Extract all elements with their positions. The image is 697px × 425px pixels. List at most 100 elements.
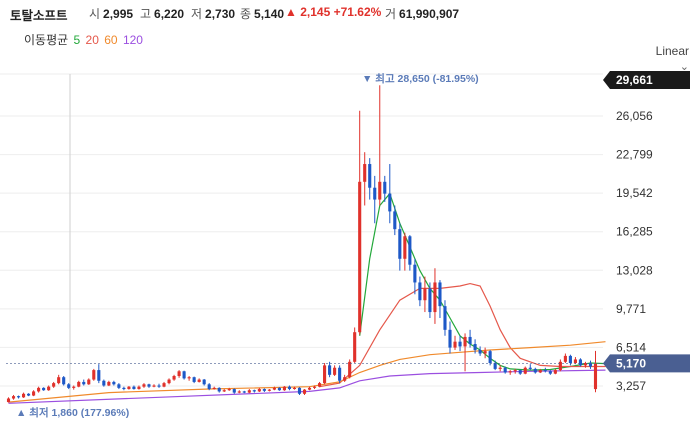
candle [137, 385, 141, 390]
candle [368, 158, 372, 200]
candle-body [82, 381, 86, 385]
change-info: ▲ 2,145 +71.62% [285, 5, 382, 19]
candle-body [22, 393, 26, 398]
candle-body [558, 361, 562, 371]
candle-body [428, 288, 432, 313]
candle-body [97, 370, 101, 381]
candle [558, 359, 562, 372]
candle [67, 383, 71, 390]
candle-body [72, 386, 76, 388]
candle-body [307, 387, 312, 390]
candle-body [132, 386, 136, 390]
candle-body [543, 370, 547, 372]
candle [393, 205, 397, 236]
candle [267, 389, 271, 392]
candle-body [57, 377, 61, 384]
candle [22, 392, 26, 398]
candle [573, 357, 577, 365]
candle-body [483, 351, 487, 354]
candle [423, 276, 427, 313]
candle-body [478, 349, 482, 354]
candle-body [353, 332, 357, 362]
candle-body [488, 351, 492, 363]
candle-body [568, 355, 572, 363]
ma-legend-label: 이동평균 [24, 33, 69, 47]
candle-body [42, 387, 46, 391]
candle [252, 389, 256, 393]
ma-legend-60[interactable]: 60 [104, 33, 118, 47]
candle [348, 359, 352, 379]
candle-body [107, 381, 111, 386]
candle-body [433, 282, 437, 313]
candle-body [463, 336, 467, 347]
candle-body [318, 383, 322, 387]
ma-line-20 [319, 282, 606, 388]
candle [207, 383, 211, 391]
y-tick-label: 6,514 [616, 340, 646, 354]
high-annotation: ▼ 최고 28,650 (-81.95%) [362, 72, 479, 85]
candle [433, 268, 437, 324]
candle [378, 85, 382, 206]
volume: 거 61,990,907 [385, 7, 460, 21]
candle-body [102, 380, 106, 386]
candle [578, 358, 582, 367]
candle-body [383, 181, 387, 194]
scale-toggle-button[interactable]: Linear ⌄ [656, 44, 689, 73]
candle [47, 385, 51, 391]
candle-body [398, 229, 402, 259]
moving-average-legend: 이동평균 5 20 60 120 [24, 31, 145, 48]
current-price-label: 5,170 [616, 356, 646, 370]
candle-body [212, 387, 216, 390]
candle-body [583, 362, 588, 366]
candle [388, 164, 392, 224]
candle [483, 347, 487, 359]
candle [57, 374, 61, 385]
candle-body [338, 367, 342, 381]
candle-body [443, 306, 447, 330]
y-tick-label: 16,285 [616, 225, 653, 239]
candle [37, 386, 41, 393]
candle-body [333, 367, 337, 375]
candle [428, 282, 432, 318]
annotations: ▼ 최고 28,650 (-81.95%) ▲ 최저 1,860 (177.96%… [16, 72, 479, 419]
ma-legend-5[interactable]: 5 [73, 33, 81, 47]
current-price-tag [603, 354, 690, 373]
candle-body [378, 181, 382, 200]
candle [523, 366, 527, 375]
candle-body [573, 359, 577, 363]
candle-body [343, 377, 347, 381]
candle-body [578, 359, 582, 366]
ma-legend-120[interactable]: 120 [122, 33, 143, 47]
candle [543, 367, 547, 373]
candle-body [593, 363, 598, 390]
candle [192, 376, 196, 384]
candle-body [473, 344, 477, 350]
candle-body [262, 389, 266, 391]
close-price: 종 5,140 [240, 7, 285, 21]
candle-body [498, 367, 502, 369]
candle [247, 389, 251, 394]
candle-body [523, 367, 527, 374]
ma-legend-20[interactable]: 20 [85, 33, 99, 47]
candle-body [147, 384, 151, 387]
candle [272, 386, 276, 391]
candle-body [257, 389, 261, 392]
candle [92, 368, 96, 381]
candle [398, 223, 402, 271]
candle-body [77, 381, 81, 387]
candle-body [247, 390, 251, 393]
candle [232, 388, 236, 394]
candle-body [548, 371, 552, 374]
candle-body [348, 361, 352, 378]
candle-body [328, 365, 332, 375]
candle-body [47, 386, 51, 391]
candle-body [122, 387, 126, 390]
candle [6, 397, 11, 403]
candle [157, 383, 161, 388]
candle-body [232, 389, 236, 393]
y-tick-label: 22,799 [616, 148, 653, 162]
candle [127, 386, 131, 390]
candle [408, 235, 412, 271]
candle [493, 360, 497, 371]
